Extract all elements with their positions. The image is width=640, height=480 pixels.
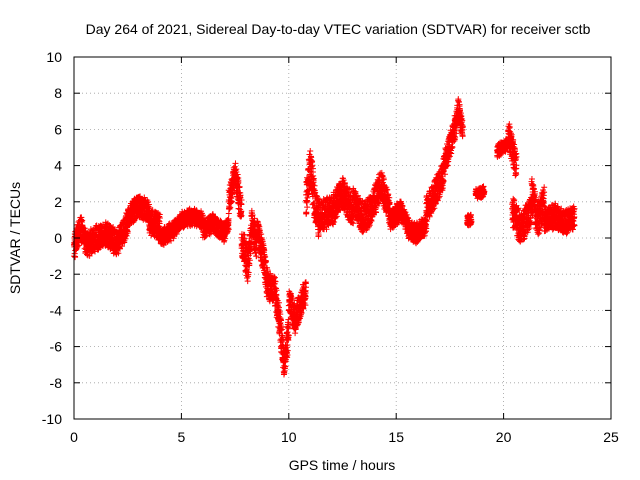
data-points xyxy=(71,96,578,378)
data-point xyxy=(118,243,125,250)
data-point xyxy=(75,242,82,249)
data-point xyxy=(156,220,163,227)
data-point xyxy=(145,198,152,205)
data-point xyxy=(115,250,122,257)
data-point xyxy=(168,237,175,244)
data-point xyxy=(141,194,148,201)
data-point xyxy=(156,215,163,222)
data-point xyxy=(123,232,130,239)
data-point xyxy=(72,254,79,261)
data-point xyxy=(146,203,153,210)
chart-title: Day 264 of 2021, Sidereal Day-to-day VTE… xyxy=(86,21,591,37)
grid-layer xyxy=(74,57,611,419)
